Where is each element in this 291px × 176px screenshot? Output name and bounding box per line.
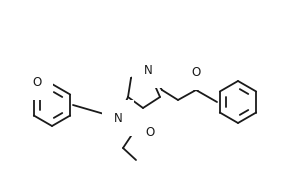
Text: O: O (32, 76, 42, 89)
Text: O: O (191, 65, 200, 78)
Text: N: N (113, 112, 123, 124)
Text: N: N (144, 64, 152, 77)
Text: O: O (146, 127, 155, 140)
